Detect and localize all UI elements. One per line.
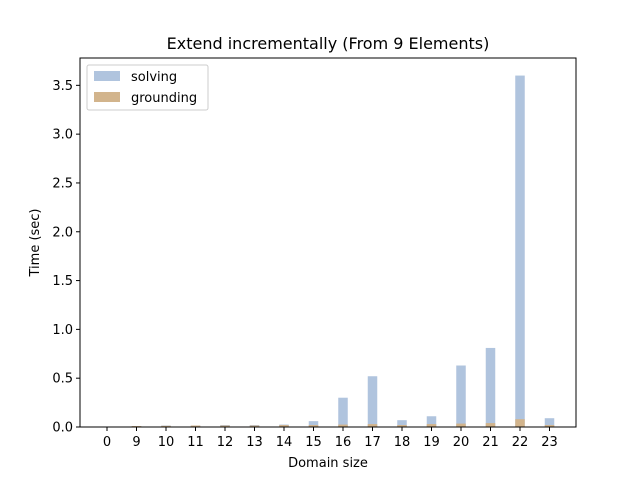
x-tick-label: 17 — [364, 435, 381, 450]
bar-solving-18 — [397, 420, 407, 427]
legend-label-solving: solving — [131, 70, 177, 85]
y-tick-label: 0.5 — [52, 372, 73, 387]
y-tick-label: 0.0 — [52, 421, 73, 436]
bar-grounding-13 — [249, 425, 260, 427]
x-tick-label: 16 — [335, 435, 352, 450]
legend: solving grounding — [86, 64, 209, 111]
x-tick-label: 11 — [187, 435, 204, 450]
y-axis-label: Time (sec) — [28, 208, 43, 277]
x-tick-label: 18 — [394, 435, 411, 450]
x-tick-label: 13 — [246, 435, 263, 450]
x-tick-label: 15 — [305, 435, 322, 450]
bar-solving-22 — [515, 75, 525, 427]
chart-title: Extend incrementally (From 9 Elements) — [167, 34, 490, 53]
x-tick-label: 9 — [132, 435, 140, 450]
bar-grounding-12 — [220, 425, 230, 427]
bar-grounding-15 — [308, 425, 319, 427]
bar-solving-16 — [338, 397, 348, 427]
bar-solving-17 — [367, 376, 378, 427]
bar-grounding-20 — [456, 423, 466, 427]
y-tick-label: 1.5 — [52, 274, 73, 289]
bar-grounding-23 — [544, 425, 555, 427]
y-tick-label: 3.5 — [52, 79, 73, 94]
x-tick-label: 0 — [103, 435, 111, 450]
bar-grounding-16 — [338, 424, 348, 427]
bar-grounding-19 — [426, 424, 437, 427]
bars-group — [131, 75, 555, 427]
legend-swatch-solving — [94, 71, 120, 81]
x-tick-label: 10 — [158, 435, 175, 450]
bar-grounding-21 — [485, 423, 496, 427]
bar-grounding-10 — [161, 425, 171, 427]
x-axis-label: Domain size — [288, 456, 368, 471]
bar-solving-20 — [456, 365, 466, 427]
x-tick-label: 19 — [423, 435, 440, 450]
bar-solving-19 — [426, 416, 437, 427]
x-tick-label: 22 — [512, 435, 529, 450]
bar-grounding-14 — [279, 425, 289, 427]
x-axis: 0 9 10 11 12 13 14 15 16 17 18 19 20 21 22 23 — [103, 427, 558, 450]
legend-swatch-grounding — [94, 92, 120, 102]
y-tick-label: 2.5 — [52, 176, 73, 191]
plot-frame — [79, 57, 577, 428]
bar-solving-21 — [485, 347, 496, 427]
bar-solving-23 — [544, 418, 555, 427]
legend-label-grounding: grounding — [131, 91, 197, 106]
bar-grounding-17 — [367, 424, 378, 427]
x-tick-label: 20 — [453, 435, 470, 450]
bar-grounding-18 — [397, 425, 407, 427]
x-tick-label: 12 — [217, 435, 234, 450]
x-tick-label: 21 — [482, 435, 499, 450]
x-tick-label: 23 — [541, 435, 558, 450]
y-tick-label: 3.0 — [52, 128, 73, 143]
bar-grounding-11 — [190, 425, 201, 427]
bar-grounding-22 — [515, 419, 525, 427]
bar-solving-15 — [308, 421, 319, 427]
y-axis: 0.0 0.5 1.0 1.5 2.0 2.5 3.0 3.5 — [52, 79, 80, 436]
y-tick-label: 2.0 — [52, 225, 73, 240]
x-tick-label: 14 — [276, 435, 293, 450]
y-tick-label: 1.0 — [52, 323, 73, 338]
